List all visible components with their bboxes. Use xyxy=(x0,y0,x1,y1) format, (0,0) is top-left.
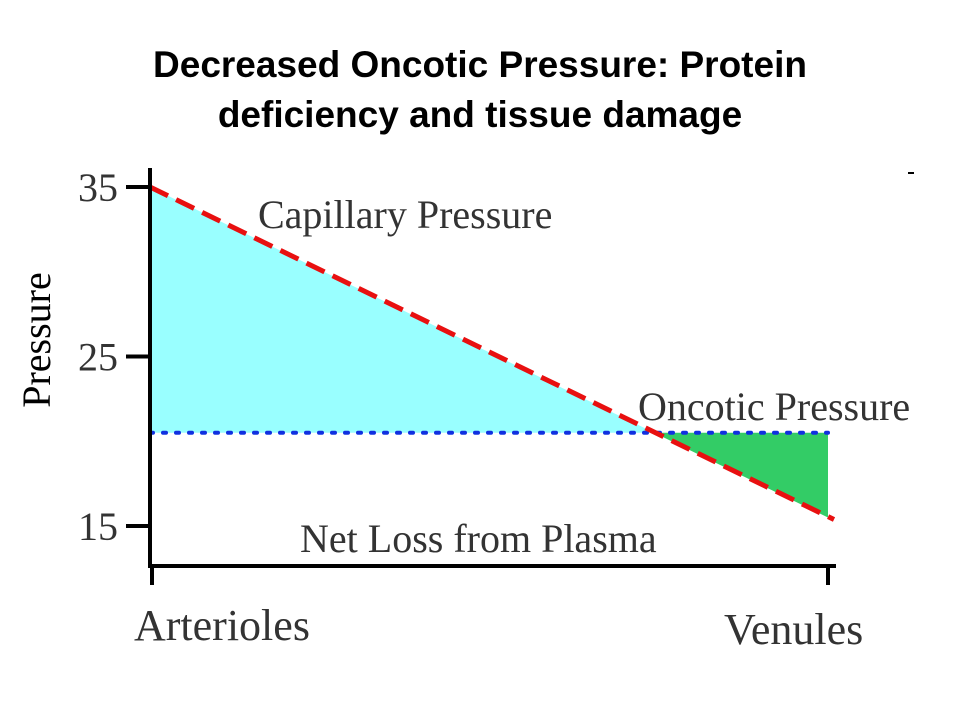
title-line-2: deficiency and tissue damage xyxy=(217,94,743,135)
x-tick-label-arterioles: Arterioles xyxy=(134,601,310,650)
y-tick-label-25: 25 xyxy=(78,335,118,380)
capillary-pressure-line xyxy=(148,184,836,522)
capillary-pressure-label: Capillary Pressure xyxy=(258,192,552,237)
title-line-1: Decreased Oncotic Pressure: Protein xyxy=(153,44,807,85)
y-tick-label-15: 15 xyxy=(78,504,118,549)
y-axis-label: Pressure xyxy=(14,272,59,408)
net-loss-annotation: Net Loss from Plasma xyxy=(300,516,657,561)
y-tick-label-35: 35 xyxy=(78,165,118,210)
page-title: Decreased Oncotic Pressure: Protein defi… xyxy=(0,40,960,140)
x-tick-label-venules: Venules xyxy=(724,605,863,654)
oncotic-pressure-label: Oncotic Pressure xyxy=(638,384,910,429)
